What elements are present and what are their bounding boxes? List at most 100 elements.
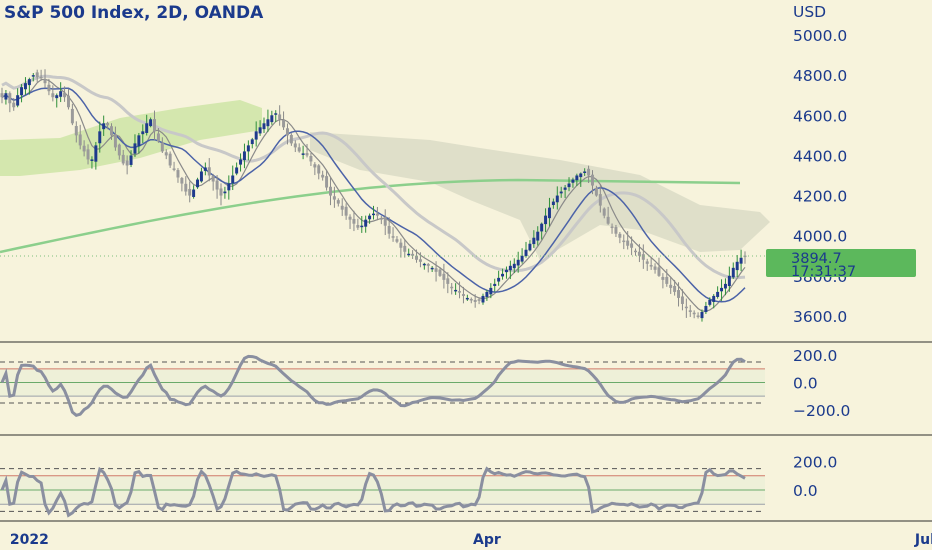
- cci-line: [0, 466, 746, 518]
- candle-body: [692, 312, 696, 315]
- candle-body: [669, 284, 673, 288]
- candle-body: [645, 261, 649, 264]
- candle-body: [125, 160, 129, 166]
- candle-body: [325, 176, 329, 188]
- candle-body: [51, 93, 55, 98]
- candle-body: [31, 75, 35, 77]
- candle-body: [434, 268, 438, 272]
- candle-body: [223, 191, 227, 194]
- candle-body: [630, 243, 634, 248]
- candle-body: [332, 196, 336, 200]
- candle-body: [356, 225, 360, 228]
- price-axis-tick-label: 4800.0: [793, 67, 847, 85]
- candle-body: [379, 218, 383, 220]
- candle-body: [113, 134, 117, 148]
- candle-body: [196, 179, 200, 188]
- cci-axis-tick-label: −200.0: [793, 402, 850, 420]
- candle-body: [172, 168, 176, 170]
- candle-body: [352, 218, 356, 224]
- candle-body: [497, 277, 501, 282]
- chart-title: S&P 500 Index, 2D, OANDA: [4, 3, 264, 23]
- candle-body: [63, 92, 67, 98]
- candle-body: [35, 72, 39, 78]
- candle-body: [149, 119, 153, 127]
- candle-body: [677, 290, 681, 298]
- candle-body: [372, 213, 375, 216]
- candle-body: [415, 255, 419, 260]
- candle-body: [477, 299, 481, 301]
- candle-body: [622, 240, 626, 243]
- candle-body: [403, 245, 407, 252]
- candle-body: [481, 295, 485, 303]
- candle-body: [723, 283, 727, 289]
- candle-body: [516, 259, 520, 266]
- candle-body: [297, 147, 301, 152]
- candle-body: [657, 267, 661, 276]
- candle-body: [55, 95, 59, 99]
- candle-body: [720, 287, 724, 292]
- candle-body: [340, 205, 344, 210]
- time-axis-tick-label: Apr: [473, 532, 501, 548]
- candle-body: [673, 286, 677, 292]
- countdown-timer: 17:31:37: [791, 264, 856, 280]
- candle-body: [164, 152, 168, 156]
- candle-body: [653, 266, 657, 270]
- candle-body: [121, 154, 125, 164]
- candle-body: [637, 251, 641, 256]
- candle-body: [47, 84, 51, 92]
- candle-body: [219, 188, 223, 196]
- candle-body: [203, 167, 207, 171]
- candle-body: [211, 175, 215, 182]
- candle-body: [563, 187, 567, 190]
- candle-body: [328, 186, 332, 196]
- candle-body: [454, 289, 458, 292]
- candle-body: [168, 153, 172, 166]
- candle-body: [696, 315, 700, 317]
- candle-body: [66, 95, 70, 108]
- candle-body: [473, 299, 477, 302]
- cci-panel-2[interactable]: 0.0 200.0: [0, 454, 837, 518]
- candle-body: [301, 153, 305, 155]
- candle-body: [407, 253, 411, 256]
- candle-body: [184, 183, 188, 192]
- candle-body: [493, 283, 497, 286]
- candle-body: [501, 273, 505, 277]
- candle-body: [399, 242, 403, 248]
- candle-body: [145, 123, 149, 133]
- price-axis-tick-label: 4200.0: [793, 188, 847, 206]
- candle-body: [90, 159, 94, 161]
- candle-body: [547, 207, 551, 219]
- last-price-value: 3894.7: [791, 251, 842, 267]
- time-axis-tick-label: 2022: [10, 532, 49, 548]
- candle-body: [528, 243, 532, 251]
- candle-body: [254, 131, 258, 140]
- candle-body: [215, 180, 219, 190]
- candle-body: [59, 91, 63, 97]
- candle-body: [567, 183, 571, 188]
- candle-body: [438, 269, 442, 276]
- candle-body: [153, 119, 156, 132]
- candle-body: [82, 145, 86, 152]
- cci-axis-tick-label: 200.0: [793, 454, 837, 472]
- candle-body: [688, 310, 692, 312]
- candle-body: [383, 217, 387, 226]
- candle-body: [387, 225, 391, 234]
- candle-body: [442, 273, 446, 280]
- candle-body: [606, 216, 610, 224]
- candle-body: [258, 127, 262, 134]
- candle-body: [23, 83, 27, 90]
- price-axis[interactable]: 3600.03800.04000.04200.04400.04600.04800…: [793, 27, 847, 326]
- time-axis[interactable]: 2022AprJulOct: [10, 532, 932, 548]
- price-panel[interactable]: [0, 69, 770, 322]
- kijun-line: [1, 74, 746, 280]
- candle-body: [684, 306, 688, 309]
- candle-body: [133, 143, 137, 154]
- candle-body: [336, 200, 340, 204]
- cci-panel-1[interactable]: −200.0 0.0 200.0: [0, 347, 850, 420]
- candle-body: [411, 253, 415, 256]
- candle-body: [634, 250, 637, 253]
- candle-body: [70, 108, 74, 124]
- candle-body: [110, 126, 113, 136]
- candle-body: [317, 165, 321, 174]
